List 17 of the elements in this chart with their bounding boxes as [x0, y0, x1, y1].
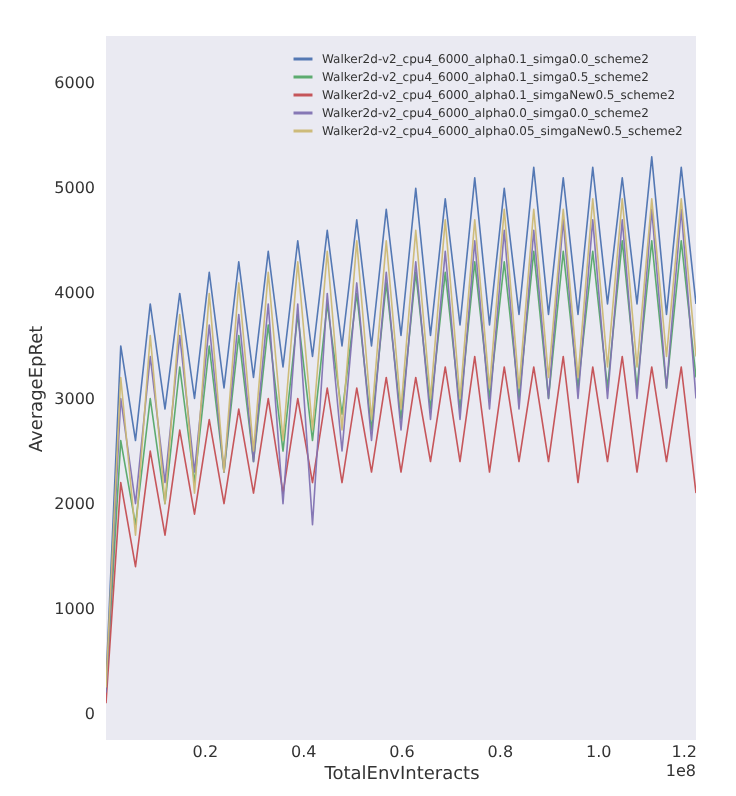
y-tick-label: 4000 — [54, 284, 95, 303]
text: 1e8 — [665, 762, 696, 780]
y-tick-label: 1000 — [54, 599, 95, 618]
y-tick-label: 0 — [84, 704, 95, 723]
x-tick-label: 0.2 — [192, 743, 219, 761]
x-tick-label: 0.8 — [487, 743, 514, 761]
x-tick-label: 1.0 — [585, 743, 612, 761]
line-series — [106, 355, 696, 705]
y-axis-title: AverageEpRet — [28, 324, 49, 453]
x-axis-title: TotalEnvInteracts — [322, 765, 481, 785]
x-tick-label: 0.6 — [389, 743, 415, 761]
y-tick-label: 3000 — [54, 389, 95, 408]
x-tick-label: 1.2 — [671, 743, 697, 761]
x-tick-label: 0.4 — [290, 743, 317, 761]
y-tick-label: 5000 — [54, 179, 95, 198]
y-tick-label: 6000 — [54, 74, 95, 93]
y-tick-label: 2000 — [54, 494, 95, 513]
